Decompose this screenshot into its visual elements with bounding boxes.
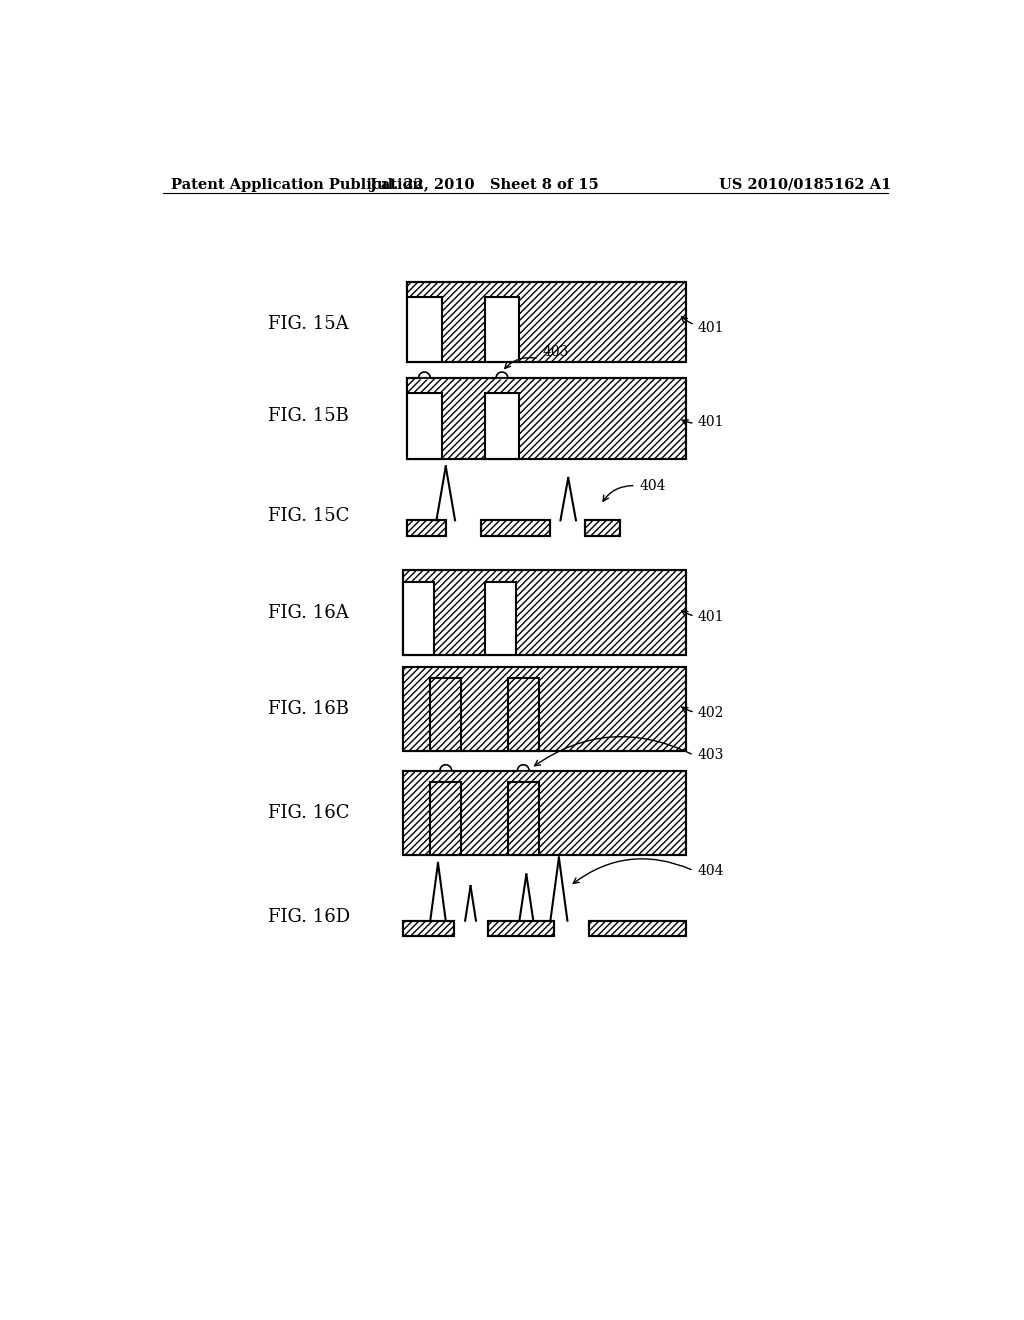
Text: FIG. 16C: FIG. 16C [267, 804, 349, 822]
Bar [488, 921, 554, 936]
Bar [407, 281, 686, 363]
Text: 404: 404 [640, 479, 666, 492]
Bar [484, 393, 519, 459]
Text: FIG. 15B: FIG. 15B [267, 408, 348, 425]
Bar [403, 921, 454, 936]
Text: Jul. 22, 2010   Sheet 8 of 15: Jul. 22, 2010 Sheet 8 of 15 [370, 178, 599, 191]
Bar [508, 678, 539, 751]
Bar [586, 520, 621, 536]
Text: US 2010/0185162 A1: US 2010/0185162 A1 [719, 178, 891, 191]
Text: 403: 403 [543, 345, 569, 359]
Text: 401: 401 [682, 610, 724, 623]
Text: 401: 401 [682, 414, 724, 429]
Bar [403, 771, 686, 855]
Bar [407, 281, 686, 363]
Bar [430, 781, 461, 855]
Bar [407, 297, 442, 363]
Bar [403, 667, 686, 751]
Text: 401: 401 [681, 317, 724, 335]
Bar [407, 393, 442, 459]
Text: FIG. 16D: FIG. 16D [267, 908, 349, 925]
Text: 403: 403 [697, 748, 724, 762]
Bar [403, 582, 434, 655]
Bar [589, 921, 686, 936]
Text: 404: 404 [697, 863, 724, 878]
Bar [403, 921, 454, 936]
Text: 402: 402 [682, 706, 724, 719]
Bar [484, 297, 519, 363]
Text: FIG. 16B: FIG. 16B [267, 700, 348, 718]
Bar [407, 520, 445, 536]
Bar [407, 378, 686, 459]
Bar [430, 678, 461, 751]
Bar [484, 582, 515, 655]
Text: FIG. 15C: FIG. 15C [267, 507, 349, 525]
Bar [480, 520, 550, 536]
Bar [589, 921, 686, 936]
Bar [480, 520, 550, 536]
Bar [403, 667, 686, 751]
Bar [403, 570, 686, 655]
Bar [403, 771, 686, 855]
Text: Patent Application Publication: Patent Application Publication [171, 178, 423, 191]
Bar [407, 378, 686, 459]
Text: FIG. 15A: FIG. 15A [267, 315, 348, 333]
Bar [488, 921, 554, 936]
Bar [586, 520, 621, 536]
Bar [407, 520, 445, 536]
Text: FIG. 16A: FIG. 16A [267, 603, 348, 622]
Bar [403, 570, 686, 655]
Bar [508, 781, 539, 855]
